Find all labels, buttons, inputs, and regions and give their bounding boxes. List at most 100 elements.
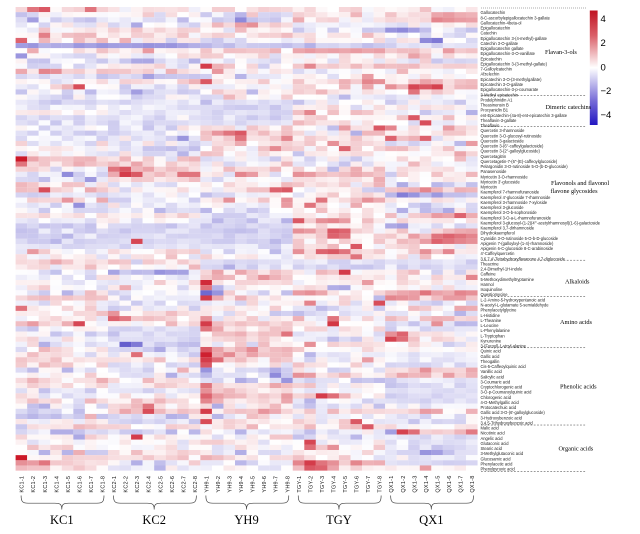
svg-text:QX1-3: QX1-3	[412, 475, 418, 492]
svg-text:−4: −4	[601, 110, 612, 121]
svg-text:Myricetin 3-O-rhamnoside: Myricetin 3-O-rhamnoside	[481, 174, 529, 179]
svg-text:TGY-4: TGY-4	[331, 476, 337, 493]
svg-text:KC2-8: KC2-8	[193, 476, 199, 493]
svg-text:Quercetin 3-rhamnoside: Quercetin 3-rhamnoside	[481, 128, 526, 133]
svg-text:7-Galloylcatechin: 7-Galloylcatechin	[481, 67, 513, 72]
svg-text:KC1-8: KC1-8	[101, 476, 107, 493]
svg-text:Kaempferol 4'-glucoside 7-rham: Kaempferol 4'-glucoside 7-rhamnoside	[481, 195, 552, 200]
svg-text:KC2-3: KC2-3	[135, 476, 141, 493]
svg-text:−2: −2	[601, 86, 612, 97]
svg-text:4-O-Methylgallic acid: 4-O-Methylgallic acid	[481, 400, 520, 405]
svg-text:Epicatechin 3-O-gallate: Epicatechin 3-O-gallate	[481, 82, 524, 87]
svg-text:3-Methyl epicatechin: 3-Methyl epicatechin	[481, 92, 519, 97]
svg-text:Gallic acid: Gallic acid	[481, 354, 501, 359]
svg-text:3-Hydroxybenzoic acid: 3-Hydroxybenzoic acid	[481, 415, 523, 420]
svg-text:Epigallocatechin-3-O-vanillate: Epigallocatechin-3-O-vanillate	[481, 51, 536, 56]
svg-text:Theacrine: Theacrine	[481, 261, 500, 266]
svg-text:QX1: QX1	[419, 513, 443, 527]
svg-text:Gallic acid 3-O-(6'-galloylglu: Gallic acid 3-O-(6'-galloylglucoside)	[481, 410, 546, 415]
svg-text:TGY-7: TGY-7	[366, 476, 372, 493]
svg-text:KC2-5: KC2-5	[158, 476, 164, 493]
svg-text:Stearic acid: Stearic acid	[481, 446, 503, 451]
svg-text:QX1-4: QX1-4	[424, 475, 430, 492]
svg-text:Catechin 3-O-gallate: Catechin 3-O-gallate	[481, 41, 519, 46]
svg-text:Cis-5-Caffeoylquinic acid: Cis-5-Caffeoylquinic acid	[481, 364, 527, 369]
svg-text:Isoquinoline: Isoquinoline	[481, 287, 504, 292]
svg-text:KC1-7: KC1-7	[89, 476, 95, 493]
svg-text:Caffeine: Caffeine	[481, 272, 497, 277]
svg-text:0: 0	[601, 63, 606, 74]
svg-text:Glutaconic acid: Glutaconic acid	[481, 441, 510, 446]
svg-text:3,4,5-Trihydroxybenzoic acid: 3,4,5-Trihydroxybenzoic acid	[481, 420, 534, 425]
svg-text:Myricetin 3'-glucoside: Myricetin 3'-glucoside	[481, 179, 521, 184]
svg-text:L-Tryptophan: L-Tryptophan	[481, 333, 506, 338]
svg-text:3-O-p-Coumaroylquinic acid: 3-O-p-Coumaroylquinic acid	[481, 390, 533, 395]
svg-text:KC1-5: KC1-5	[66, 476, 72, 493]
svg-text:KC1: KC1	[50, 513, 74, 527]
svg-text:QX1-5: QX1-5	[435, 475, 441, 492]
svg-text:Epigallocatechin 3-(4-methyl)-: Epigallocatechin 3-(4-methyl)-gallate	[481, 36, 548, 41]
svg-text:8-C-ascorbylepigallocatechin 3: 8-C-ascorbylepigallocatechin 3-gallate	[481, 15, 551, 20]
svg-text:Theogallin: Theogallin	[481, 359, 501, 364]
svg-text:Malic acid: Malic acid	[481, 426, 500, 431]
svg-text:TGY-1: TGY-1	[297, 476, 303, 493]
svg-text:YH9-8: YH9-8	[285, 476, 291, 493]
svg-text:Quercetin 3-(6''-caffeylgalact: Quercetin 3-(6''-caffeylgalactoside)	[481, 144, 545, 149]
svg-text:Pelargonidin 3-O-rutinoside 5-: Pelargonidin 3-O-rutinoside 5-O-(b-D-glu…	[481, 164, 569, 169]
svg-text:KC2-7: KC2-7	[181, 476, 187, 493]
svg-text:L-2-Amino-5-hydroxypentanoic a: L-2-Amino-5-hydroxypentanoic acid	[481, 297, 546, 302]
svg-text:2: 2	[601, 38, 606, 49]
svg-text:Prodelphinidin A1: Prodelphinidin A1	[481, 97, 514, 102]
svg-text:Epigallocatechin gallate: Epigallocatechin gallate	[481, 46, 525, 51]
svg-text:Epicatechin: Epicatechin	[481, 56, 503, 61]
svg-text:ent-Epicatechin-(4a-8)-ent-epi: ent-Epicatechin-(4a-8)-ent-epicatechin 3…	[481, 113, 568, 118]
svg-text:Chlorogenic acid: Chlorogenic acid	[481, 395, 512, 400]
svg-text:YH9-7: YH9-7	[274, 476, 280, 493]
svg-text:YH9-5: YH9-5	[251, 476, 257, 493]
svg-text:Epigallocatechin-3-p-coumarate: Epigallocatechin-3-p-coumarate	[481, 87, 540, 92]
svg-text:Theasinensin B: Theasinensin B	[481, 103, 509, 108]
svg-text:Theaflavin: Theaflavin	[481, 123, 501, 128]
svg-text:KC1-2: KC1-2	[31, 476, 37, 493]
svg-text:Kaempferol 3-O-a-L-rhamnofuran: Kaempferol 3-O-a-L-rhamnofuranoside	[481, 215, 552, 220]
svg-text:Organic acids: Organic acids	[559, 446, 594, 453]
svg-text:Angelic acid: Angelic acid	[481, 436, 504, 441]
svg-text:flavone glycosides: flavone glycosides	[551, 188, 599, 195]
svg-text:Glucosamic acid: Glucosamic acid	[481, 456, 512, 461]
svg-text:TGY-3: TGY-3	[320, 476, 326, 493]
svg-text:Apigenin 7-(galloylxyl-(1-4)-r: Apigenin 7-(galloylxyl-(1-4)-rhamnoside)	[481, 241, 554, 246]
svg-text:KC2-2: KC2-2	[124, 476, 130, 493]
svg-text:QX1-8: QX1-8	[470, 475, 476, 492]
svg-text:Quercetagetin-7-(6''-(E)-caffe: Quercetagetin-7-(6''-(E)-caffeoylglucosi…	[481, 159, 558, 164]
svg-text:KC1-4: KC1-4	[54, 476, 60, 493]
svg-text:Phenylacetylglycine: Phenylacetylglycine	[481, 308, 518, 313]
svg-text:KC2-6: KC2-6	[170, 476, 176, 493]
svg-text:TGY-8: TGY-8	[378, 476, 384, 493]
svg-text:YH9-6: YH9-6	[262, 476, 268, 493]
svg-text:YH9-1: YH9-1	[204, 476, 210, 493]
svg-text:QX1-1: QX1-1	[389, 475, 395, 492]
svg-text:Phenylacetic acid: Phenylacetic acid	[481, 461, 514, 466]
svg-text:Phenylpyruvic acid: Phenylpyruvic acid	[481, 467, 516, 472]
svg-text:L-Theanine: L-Theanine	[481, 318, 502, 323]
svg-text:L-Leucine: L-Leucine	[481, 323, 500, 328]
svg-text:Dimeric catechins: Dimeric catechins	[546, 104, 592, 111]
svg-text:YH9-4: YH9-4	[239, 476, 245, 493]
svg-text:N-acetyl-L-glutamate 5-semiald: N-acetyl-L-glutamate 5-semialdehyde	[481, 302, 550, 307]
svg-text:Kynurenine: Kynurenine	[481, 338, 502, 343]
svg-text:Myricetin: Myricetin	[481, 185, 498, 190]
svg-text:Epigallocatechin 3-(3-methyl-g: Epigallocatechin 3-(3-methyl-gallate)	[481, 61, 548, 66]
svg-text:Theaflavin-3-gallate: Theaflavin-3-gallate	[481, 118, 518, 123]
svg-text:Cyanidin 3-O-rutinoside 5-O-b-: Cyanidin 3-O-rutinoside 5-O-b-D-glucosid…	[481, 236, 559, 241]
svg-text:Quercetin 3-galactoside: Quercetin 3-galactoside	[481, 138, 525, 143]
svg-text:Afzelechin: Afzelechin	[481, 72, 501, 77]
svg-text:KC2-1: KC2-1	[112, 476, 118, 493]
svg-text:Panasenoside: Panasenoside	[481, 169, 508, 174]
svg-text:QX1-2: QX1-2	[401, 475, 407, 492]
svg-text:KC2-4: KC2-4	[147, 476, 153, 493]
svg-text:QX1-6: QX1-6	[447, 475, 453, 492]
svg-text:Quercetin 3-(2''-galloylglucos: Quercetin 3-(2''-galloylglucoside)	[481, 149, 541, 154]
svg-text:Vanillic acid: Vanillic acid	[481, 369, 503, 374]
svg-text:Epigallocatechin: Epigallocatechin	[481, 26, 512, 31]
svg-text:3-Coumaric acid: 3-Coumaric acid	[481, 379, 512, 384]
